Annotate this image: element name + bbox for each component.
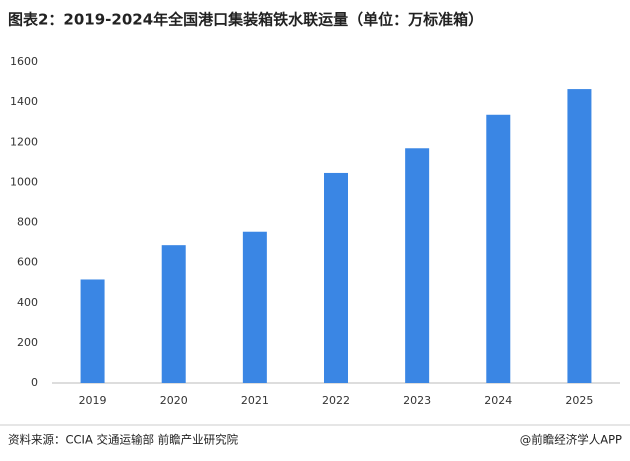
bar — [80, 279, 105, 383]
chart-title: 图表2：2019-2024年全国港口集装箱铁水联运量（单位：万标准箱） — [8, 11, 483, 29]
bar — [161, 245, 186, 383]
y-tick-label: 600 — [17, 256, 38, 269]
y-tick-label: 1400 — [10, 95, 38, 108]
brand: @前瞻经济学人APP — [520, 433, 622, 447]
x-tick-label: 2022 — [322, 394, 350, 407]
y-tick-label: 200 — [17, 336, 38, 349]
bar — [486, 114, 511, 383]
y-tick-label: 1000 — [10, 175, 38, 188]
y-tick-label: 400 — [17, 296, 38, 309]
bar — [405, 148, 430, 383]
x-tick-label: 2025 — [565, 394, 593, 407]
source: 资料来源：CCIA 交通运输部 前瞻产业研究院 — [8, 433, 239, 447]
x-tick-label: 2024 — [484, 394, 512, 407]
bar — [242, 231, 267, 383]
y-tick-label: 1600 — [10, 55, 38, 68]
y-tick-label: 800 — [17, 216, 38, 229]
bar — [567, 89, 592, 383]
x-tick-label: 2023 — [403, 394, 431, 407]
x-tick-label: 2020 — [160, 394, 188, 407]
y-tick-label: 1200 — [10, 135, 38, 148]
x-tick-label: 2019 — [79, 394, 107, 407]
x-tick-label: 2021 — [241, 394, 269, 407]
y-tick-label: 0 — [31, 376, 38, 389]
bar — [324, 172, 348, 383]
